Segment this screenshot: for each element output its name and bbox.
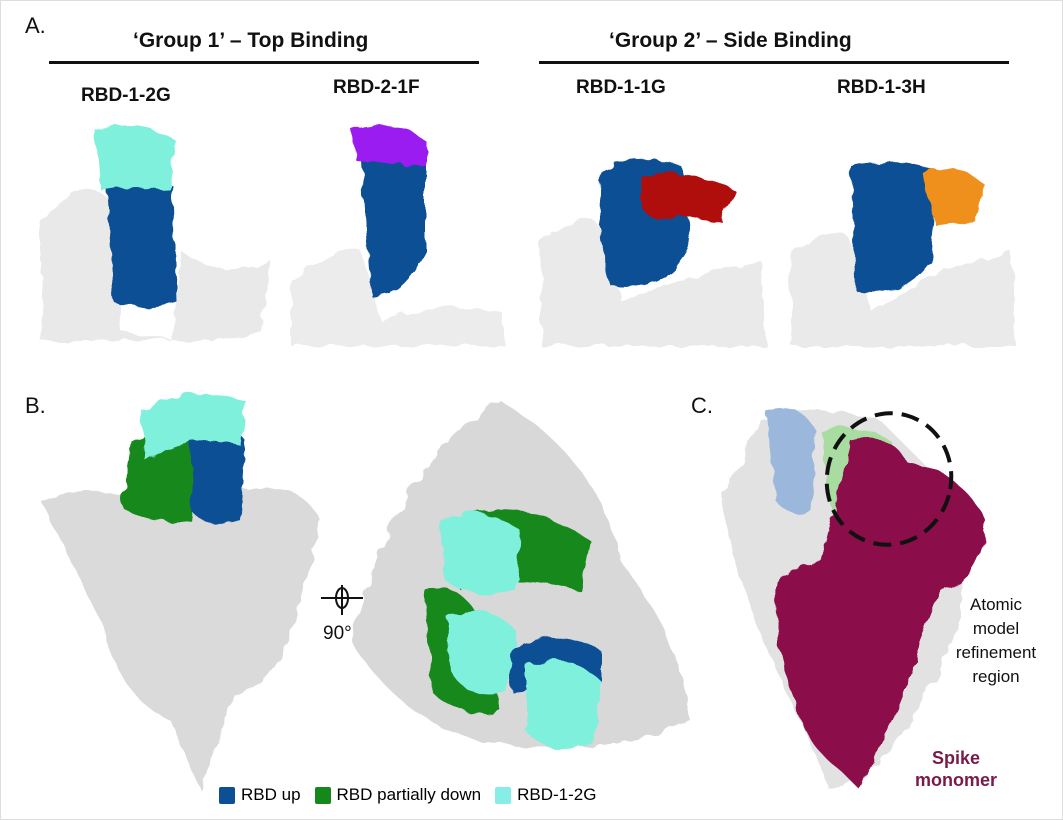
ab-rbd-1-2g: [96, 125, 176, 191]
legend-swatch: [495, 786, 512, 804]
rotation-label: 90°: [323, 623, 352, 644]
spike-monomer-label: Spike monomer: [901, 747, 1011, 791]
rbd-a2: [361, 161, 426, 297]
legend: RBD up RBD partially down RBD-1-2G: [219, 785, 596, 805]
legend-label: RBD partially down: [336, 785, 482, 804]
ab-rbd-1-1g: [641, 173, 736, 221]
spike-side-view: [41, 471, 321, 791]
antibody-label: RBD-2-1F: [333, 77, 420, 98]
rbd-1-2g-top-1: [441, 513, 521, 595]
panel-label-c: C.: [691, 393, 713, 418]
legend-label: RBD-1-2G: [517, 785, 597, 804]
legend-swatch: [219, 786, 235, 804]
rbd-partially-down-b: [121, 431, 201, 522]
antibody-label: RBD-1-1G: [576, 77, 666, 98]
annotation-line: Atomic: [970, 595, 1022, 614]
rbd-a1: [106, 177, 176, 307]
map-a2: [291, 249, 506, 346]
annotation-line: model: [972, 619, 1020, 638]
group-1-title: ‘Group 1’ – Top Binding: [133, 29, 369, 52]
panel-label-a: A.: [25, 13, 46, 38]
legend-label: RBD up: [241, 785, 301, 804]
annotation-line: region: [972, 667, 1020, 686]
group-1-rule: [49, 61, 479, 64]
rbd-up-b: [191, 427, 246, 525]
refinement-annotation: Atomic model refinement region: [941, 593, 1051, 689]
rbd-up-c: [766, 408, 816, 515]
legend-swatch: [314, 786, 331, 804]
group-2-title: ‘Group 2’ – Side Binding: [609, 29, 852, 52]
rbd-1-2g-top-3: [526, 661, 601, 749]
spike-label-line: Spike: [931, 748, 981, 768]
panel-label-b: B.: [25, 393, 46, 418]
rbd-1-2g-b: [141, 393, 246, 461]
map-a4: [791, 233, 1016, 346]
antibody-label: RBD-1-2G: [81, 85, 171, 106]
map-a3: [541, 218, 766, 346]
group-2-rule: [539, 61, 1009, 64]
rotate-icon: [321, 585, 363, 615]
antibody-label: RBD-1-3H: [837, 77, 926, 98]
spike-label-line: monomer: [914, 770, 997, 790]
ab-rbd-2-1f: [351, 124, 426, 166]
rbd-1-2g-top-2: [446, 611, 516, 694]
map-a1: [41, 189, 271, 341]
refinement-region-circle: [824, 411, 954, 547]
ab-rbd-1-3h: [921, 168, 986, 226]
annotation-line: refinement: [955, 643, 1037, 662]
rbd-a4: [851, 162, 936, 293]
